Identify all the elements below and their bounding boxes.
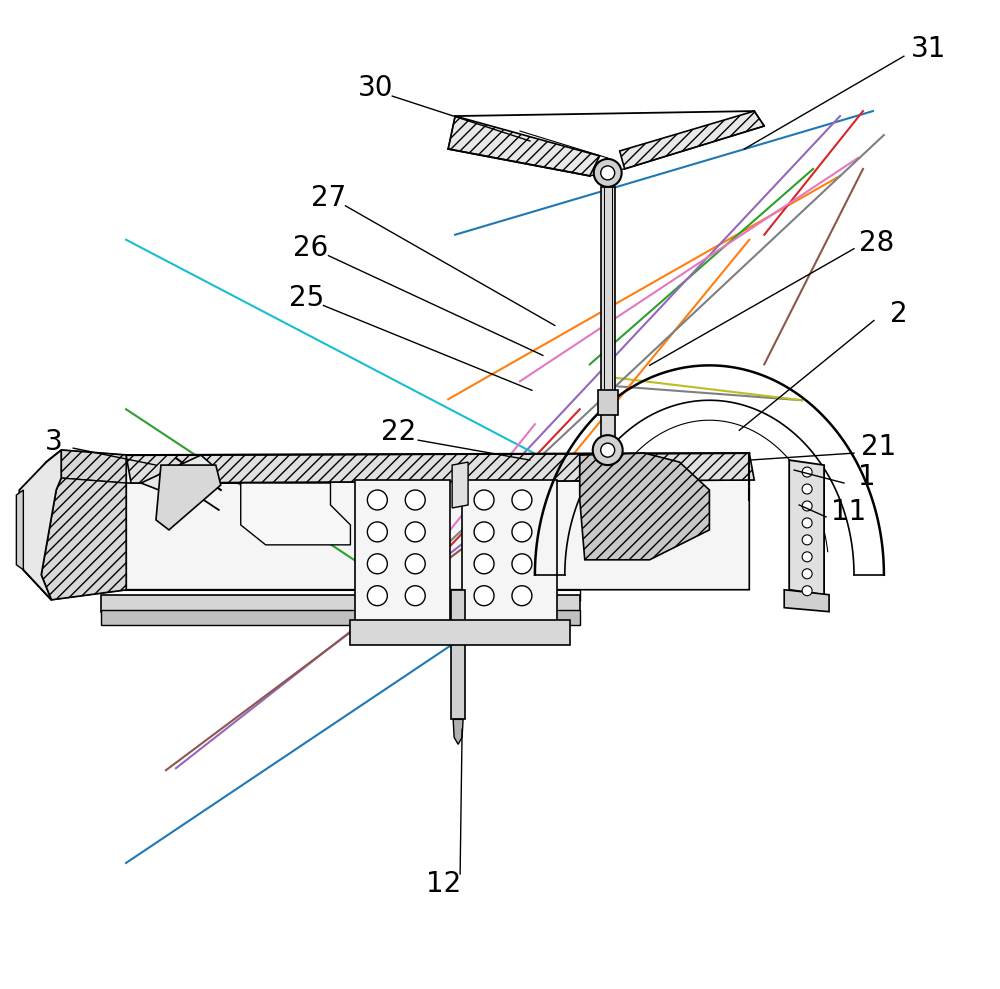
Polygon shape <box>580 455 645 500</box>
Bar <box>451 589 465 719</box>
Circle shape <box>802 585 812 595</box>
Circle shape <box>367 554 387 574</box>
Bar <box>598 391 618 415</box>
Circle shape <box>802 467 812 477</box>
Text: 30: 30 <box>358 74 393 102</box>
Polygon shape <box>16 490 23 570</box>
Text: 1: 1 <box>858 463 876 492</box>
Polygon shape <box>19 450 61 599</box>
Circle shape <box>512 585 532 605</box>
Polygon shape <box>620 111 764 169</box>
Circle shape <box>512 554 532 574</box>
Text: 3: 3 <box>44 428 62 456</box>
Circle shape <box>601 166 615 180</box>
Circle shape <box>474 522 494 542</box>
Circle shape <box>367 522 387 542</box>
Polygon shape <box>41 478 126 599</box>
Text: 25: 25 <box>289 284 324 312</box>
Polygon shape <box>156 465 221 530</box>
Circle shape <box>405 490 425 510</box>
Text: 2: 2 <box>890 300 908 327</box>
Polygon shape <box>784 589 829 611</box>
Text: 12: 12 <box>426 870 461 898</box>
Circle shape <box>802 484 812 494</box>
Polygon shape <box>789 460 824 594</box>
Polygon shape <box>355 480 450 635</box>
Polygon shape <box>126 480 749 589</box>
Polygon shape <box>101 609 580 625</box>
Text: 31: 31 <box>911 36 946 63</box>
Polygon shape <box>61 450 126 483</box>
Circle shape <box>594 159 622 187</box>
Polygon shape <box>101 594 580 611</box>
Circle shape <box>512 490 532 510</box>
Text: 21: 21 <box>861 433 897 461</box>
Polygon shape <box>462 480 557 635</box>
Bar <box>601 187 615 450</box>
Circle shape <box>367 585 387 605</box>
Circle shape <box>474 554 494 574</box>
Text: 27: 27 <box>311 184 346 212</box>
Text: 26: 26 <box>293 233 328 262</box>
Circle shape <box>474 490 494 510</box>
Polygon shape <box>350 620 570 645</box>
Circle shape <box>405 585 425 605</box>
Circle shape <box>802 569 812 579</box>
Circle shape <box>802 501 812 511</box>
Polygon shape <box>580 453 709 560</box>
Circle shape <box>601 443 615 457</box>
Polygon shape <box>19 450 126 599</box>
Circle shape <box>405 554 425 574</box>
Circle shape <box>405 522 425 542</box>
Circle shape <box>802 535 812 545</box>
Polygon shape <box>448 116 600 176</box>
Circle shape <box>512 522 532 542</box>
Text: 22: 22 <box>381 418 416 446</box>
Polygon shape <box>141 455 216 490</box>
Circle shape <box>802 518 812 528</box>
Polygon shape <box>221 483 350 545</box>
Circle shape <box>474 585 494 605</box>
Polygon shape <box>126 453 754 483</box>
Text: 28: 28 <box>859 228 895 257</box>
Polygon shape <box>453 719 463 745</box>
Circle shape <box>367 490 387 510</box>
Polygon shape <box>452 462 468 508</box>
Circle shape <box>593 435 623 465</box>
Circle shape <box>802 552 812 562</box>
Text: 11: 11 <box>831 497 867 526</box>
